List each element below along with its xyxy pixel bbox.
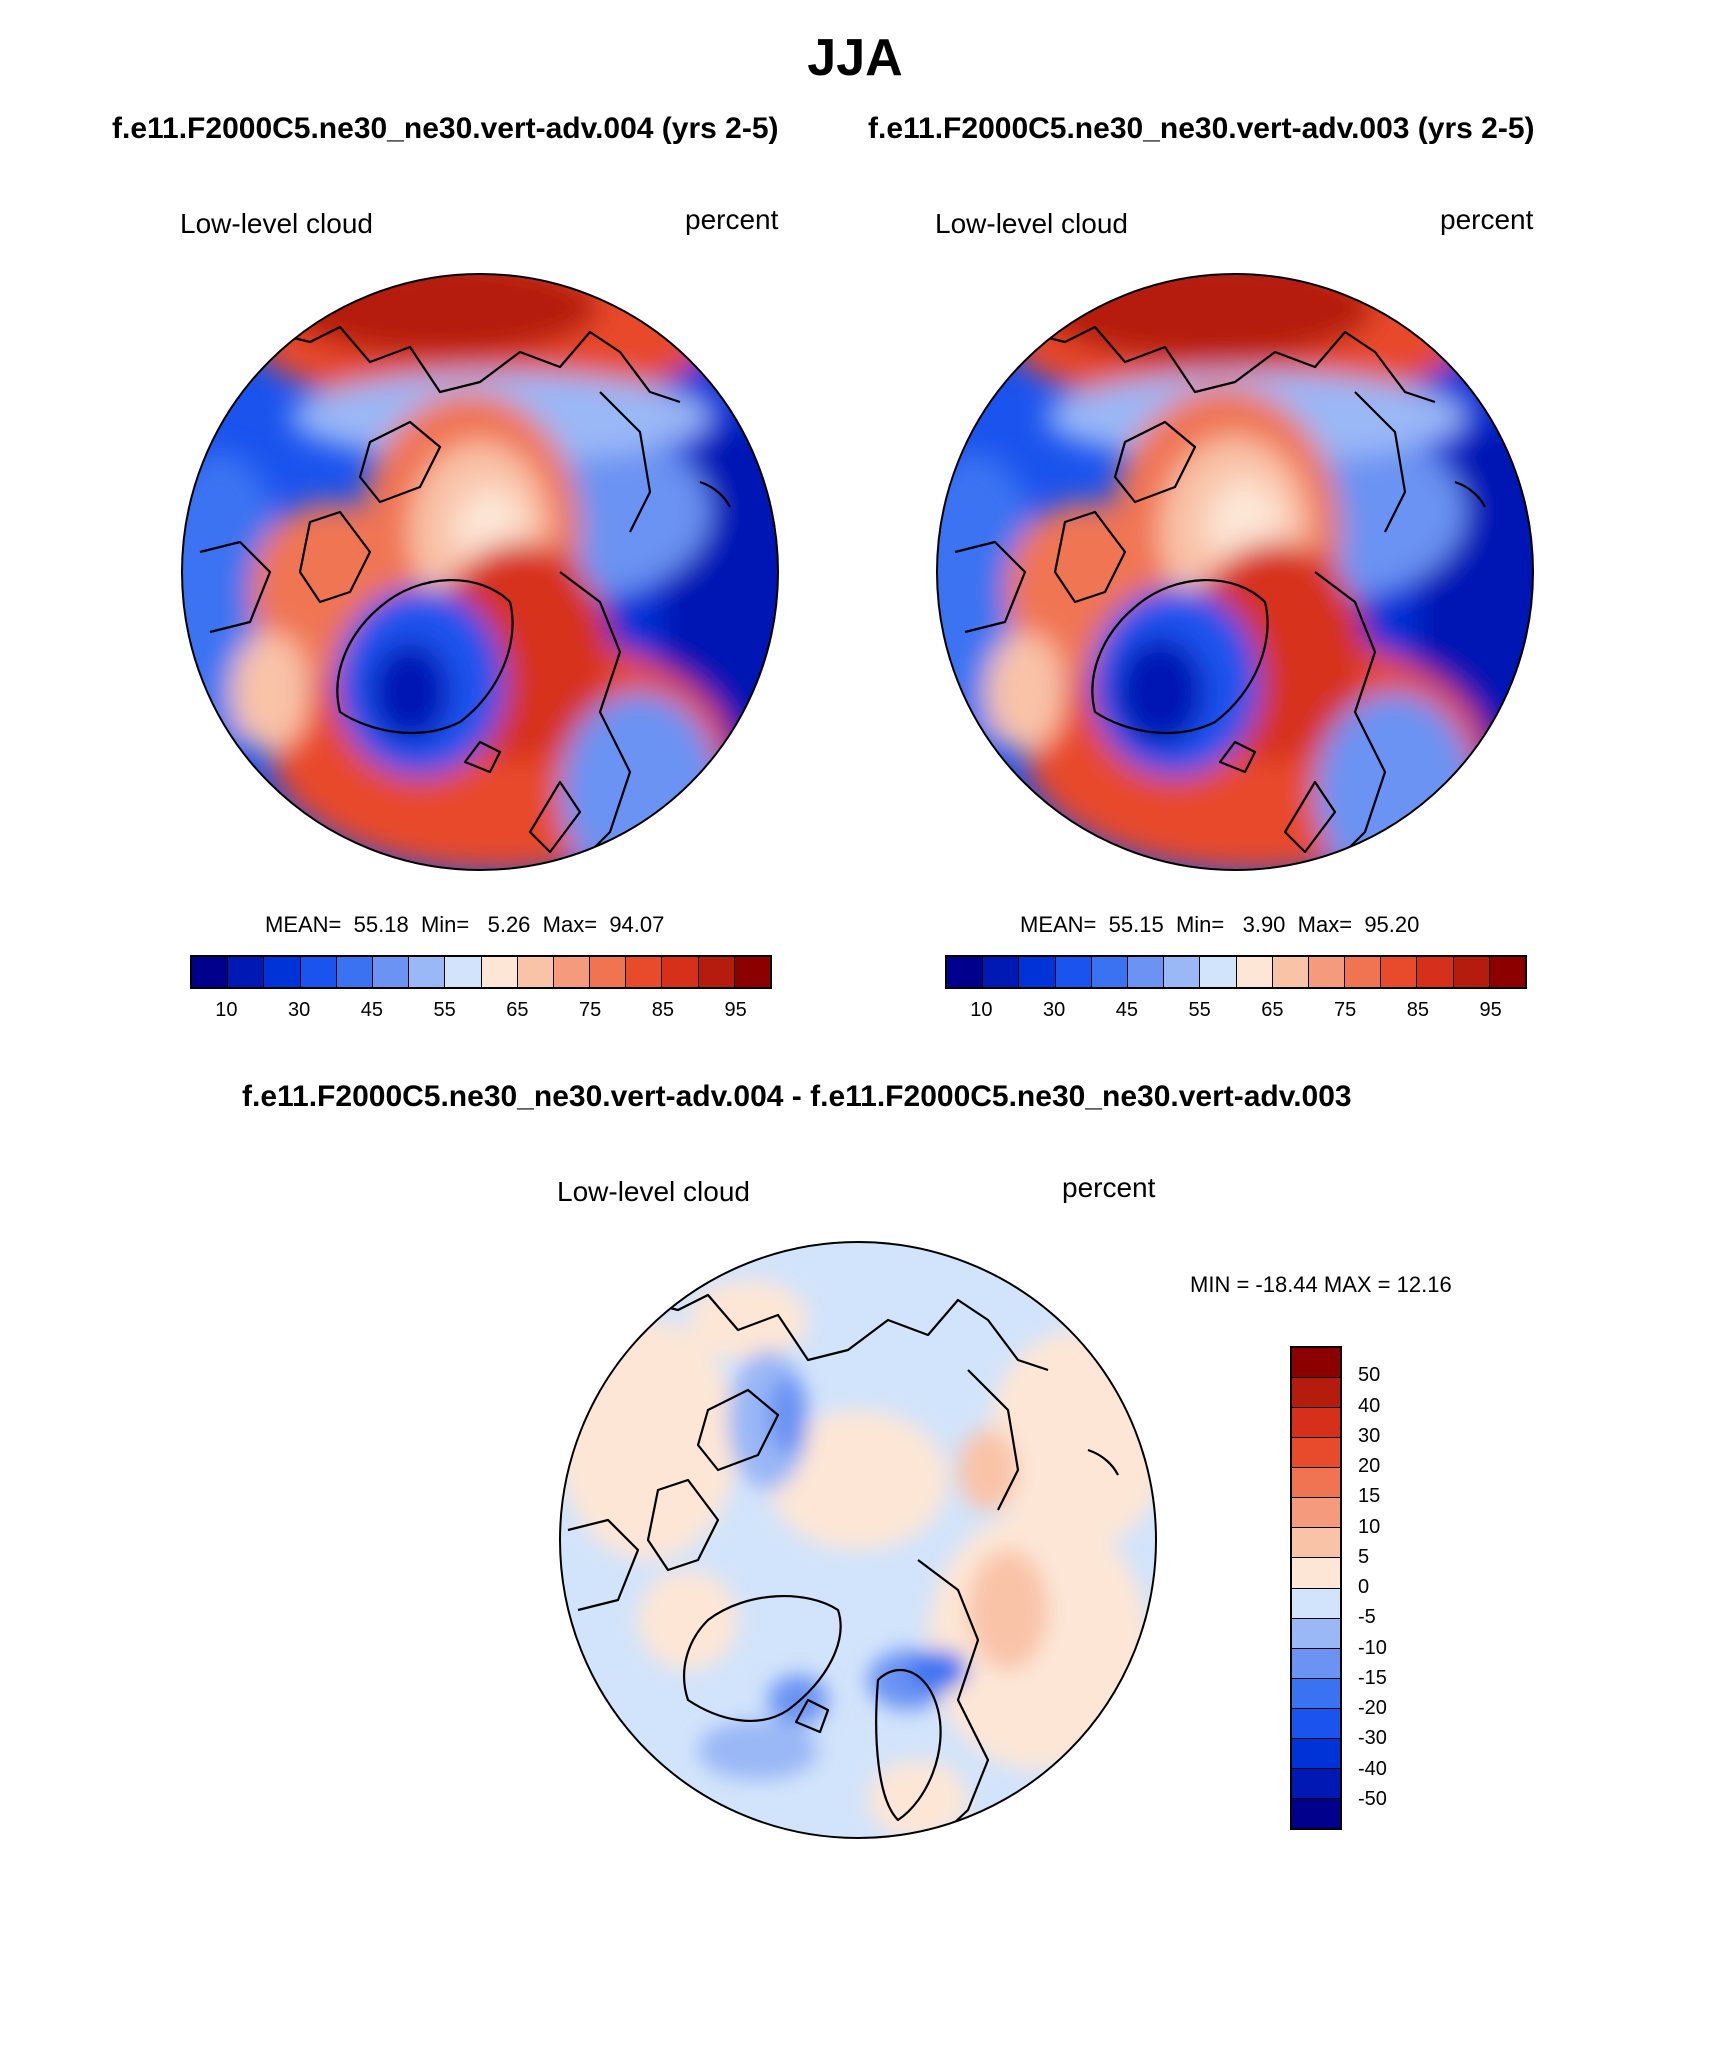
colorbar-swatch: [264, 957, 301, 987]
colorbar-swatch: [517, 957, 554, 987]
colorbar-swatch: [1292, 1588, 1340, 1619]
colorbar-swatch: [372, 957, 410, 987]
diff-colorbar: [1290, 1346, 1342, 1830]
colorbar-swatch: [1292, 1468, 1340, 1499]
colorbar-swatch: [553, 957, 591, 987]
colorbar-swatch: [698, 957, 735, 987]
colorbar-tick-label: 85: [1406, 999, 1429, 1021]
colorbar-tick-label: 0: [1358, 1576, 1370, 1598]
colorbar-tick-label: -10: [1358, 1636, 1387, 1659]
colorbar-swatch: [590, 957, 627, 987]
colorbar-tick-label: -15: [1358, 1666, 1387, 1689]
colorbar-swatch: [1236, 957, 1273, 987]
colorbar-swatch: [1292, 1648, 1340, 1679]
colorbar-swatch: [1345, 957, 1382, 987]
colorbar-swatch: [1292, 1528, 1340, 1559]
colorbar-tick-label: 30: [288, 999, 311, 1021]
colorbar-swatch: [336, 957, 373, 987]
colorbar-swatch: [1272, 957, 1309, 987]
right-variable-label: Low-level cloud: [935, 208, 1128, 239]
colorbar-swatch: [1292, 1498, 1340, 1529]
colorbar-swatch: [228, 957, 265, 987]
right-stats: MEAN= 55.15 Min= 3.90 Max= 95.20: [1020, 912, 1420, 937]
colorbar-swatch: [734, 957, 770, 987]
left-variable-label: Low-level cloud: [180, 208, 373, 239]
colorbar-swatch: [1091, 957, 1128, 987]
left-units-label: percent: [685, 204, 779, 235]
colorbar-tick-label: 30: [1043, 999, 1066, 1021]
colorbar-swatch: [1292, 1558, 1340, 1589]
right-polar-map: [936, 273, 1534, 871]
colorbar-swatch: [1292, 1768, 1340, 1799]
colorbar-swatch: [481, 957, 518, 987]
colorbar-tick-label: 85: [651, 999, 674, 1021]
colorbar-swatch: [1292, 1408, 1340, 1439]
colorbar-swatch: [947, 957, 984, 987]
colorbar-tick-label: 65: [506, 999, 529, 1021]
colorbar-swatch: [1200, 957, 1237, 987]
colorbar-swatch: [445, 957, 482, 987]
colorbar-swatch: [1164, 957, 1201, 987]
colorbar-tick-label: -50: [1358, 1787, 1387, 1810]
colorbar-tick-label: 40: [1358, 1394, 1381, 1417]
colorbar-tick-label: 30: [1358, 1424, 1381, 1447]
right-units-label: percent: [1440, 204, 1534, 235]
colorbar-tick-label: 75: [1334, 999, 1357, 1021]
colorbar-swatch: [409, 957, 446, 987]
left-polar-map: [181, 273, 779, 871]
colorbar-swatch: [1292, 1438, 1340, 1469]
right-colorbar: [945, 955, 1527, 989]
right-case-title: f.e11.F2000C5.ne30_ne30.vert-adv.003 (yr…: [868, 112, 1535, 145]
colorbar-swatch: [662, 957, 699, 987]
colorbar-tick-label: 65: [1261, 999, 1284, 1021]
colorbar-swatch: [983, 957, 1020, 987]
colorbar-swatch: [1489, 957, 1525, 987]
colorbar-tick-label: -40: [1358, 1757, 1387, 1780]
colorbar-tick-label: 55: [1188, 999, 1211, 1021]
colorbar-tick-label: -20: [1358, 1697, 1387, 1719]
diff-variable-label: Low-level cloud: [557, 1176, 750, 1207]
colorbar-tick-label: 75: [579, 999, 602, 1021]
colorbar-tick-label: 10: [215, 999, 238, 1021]
colorbar-swatch: [1127, 957, 1165, 987]
colorbar-tick-label: 5: [1358, 1545, 1370, 1568]
colorbar-swatch: [1292, 1798, 1340, 1828]
colorbar-tick-label: 55: [433, 999, 456, 1021]
colorbar-swatch: [1019, 957, 1056, 987]
colorbar-tick-label: 15: [1358, 1485, 1381, 1508]
colorbar-tick-label: -5: [1358, 1606, 1376, 1629]
left-colorbar: [190, 955, 772, 989]
colorbar-tick-label: 10: [970, 999, 993, 1021]
colorbar-swatch: [1292, 1708, 1340, 1739]
colorbar-swatch: [1292, 1348, 1340, 1379]
diff-units-label: percent: [1062, 1172, 1156, 1203]
colorbar-tick-label: 95: [724, 999, 747, 1021]
diff-stats: MIN = -18.44 MAX = 12.16: [1190, 1272, 1452, 1297]
colorbar-tick-label: 50: [1358, 1364, 1381, 1387]
colorbar-tick-label: 45: [1115, 999, 1138, 1021]
left-case-title: f.e11.F2000C5.ne30_ne30.vert-adv.004 (yr…: [112, 112, 779, 145]
colorbar-swatch: [1417, 957, 1454, 987]
colorbar-swatch: [1381, 957, 1418, 987]
colorbar-tick-label: 10: [1358, 1515, 1381, 1538]
diff-title: f.e11.F2000C5.ne30_ne30.vert-adv.004 - f…: [242, 1080, 1352, 1113]
colorbar-swatch: [1453, 957, 1490, 987]
colorbar-swatch: [1292, 1678, 1340, 1709]
colorbar-tick-label: -30: [1358, 1727, 1387, 1750]
colorbar-swatch: [1292, 1378, 1340, 1409]
colorbar-tick-label: 95: [1479, 999, 1502, 1021]
colorbar-swatch: [300, 957, 337, 987]
left-stats: MEAN= 55.18 Min= 5.26 Max= 94.07: [265, 912, 665, 937]
colorbar-swatch: [192, 957, 229, 987]
diff-polar-map: [559, 1241, 1157, 1839]
colorbar-swatch: [626, 957, 663, 987]
colorbar-swatch: [1055, 957, 1092, 987]
colorbar-swatch: [1292, 1618, 1340, 1649]
colorbar-swatch: [1292, 1738, 1340, 1769]
figure-title: JJA: [807, 29, 903, 87]
colorbar-tick-label: 45: [360, 999, 383, 1021]
colorbar-tick-label: 20: [1358, 1455, 1381, 1477]
colorbar-swatch: [1308, 957, 1346, 987]
